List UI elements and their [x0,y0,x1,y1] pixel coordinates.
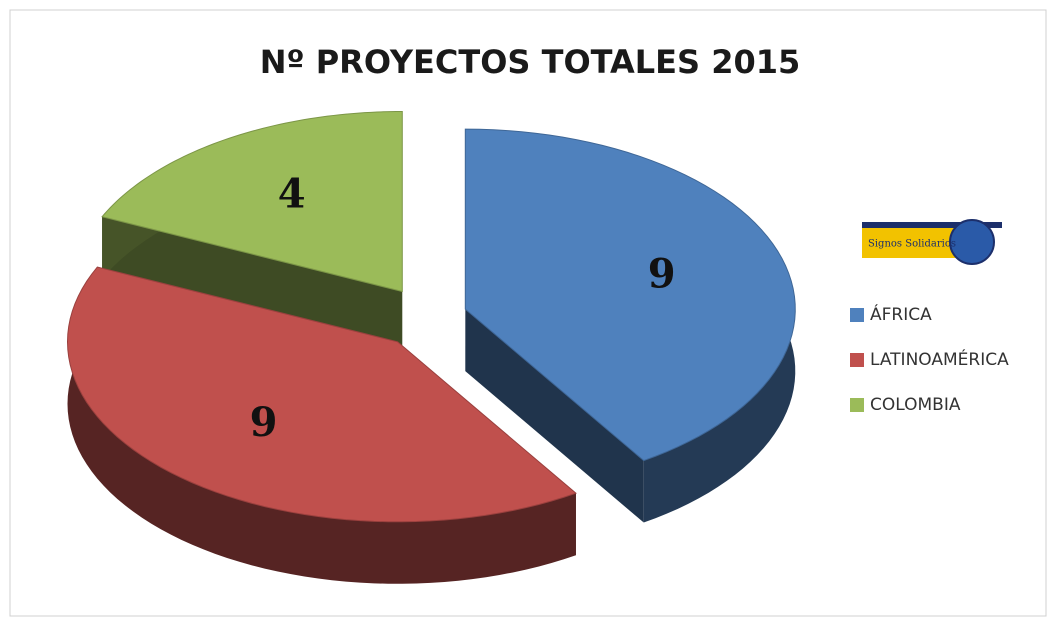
legend-swatch [850,353,864,367]
legend-swatch [850,398,864,412]
slice: 9 [66,266,577,584]
slice-top [464,128,796,462]
legend-label: COLOMBIA [870,395,961,415]
data-label: 9 [648,251,676,298]
logo-text: Signos Solidarios [868,239,956,250]
slice-wall [465,309,644,523]
legend-label: LATINOAMÉRICA [870,348,1009,370]
chart-title: Nº PROYECTOS TOTALES 2015 [260,43,801,81]
slice: 9 [464,128,796,523]
data-label: 4 [278,171,306,218]
slice: 4 [101,110,403,354]
data-label: 9 [250,399,278,446]
slice-top [66,266,577,523]
logo-band [862,222,1002,228]
legend-label: ÁFRICA [870,303,932,325]
slice-side [67,267,576,584]
legend-swatch [850,308,864,322]
logo: Signos Solidarios [862,219,1002,265]
slice-top [101,110,403,293]
logo-globe [949,219,995,265]
slice-wall [102,216,403,354]
